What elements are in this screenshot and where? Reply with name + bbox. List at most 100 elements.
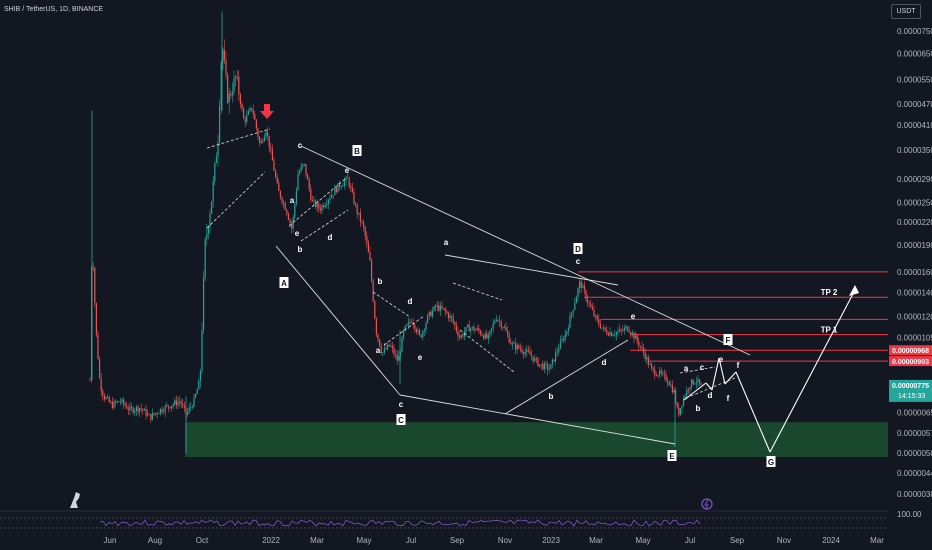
projection-path[interactable] xyxy=(769,289,856,453)
candle-body xyxy=(526,349,528,352)
candle-body xyxy=(694,383,696,385)
candle-body xyxy=(191,406,193,408)
dashed-line[interactable] xyxy=(459,329,515,373)
candle-body xyxy=(244,118,246,122)
candle-body xyxy=(214,163,216,181)
candle-body xyxy=(603,327,605,329)
candle-body xyxy=(166,405,168,407)
wave-label-box[interactable] xyxy=(723,334,733,345)
dashed-line[interactable] xyxy=(383,315,425,346)
y-tick-label: 0.00000570 xyxy=(897,429,932,438)
lower-trendline-b[interactable] xyxy=(399,394,676,445)
wave-label-box[interactable] xyxy=(279,277,289,288)
candle-body xyxy=(395,354,397,356)
candle-body xyxy=(647,357,649,365)
candle-body xyxy=(583,285,585,291)
candle-body xyxy=(475,329,477,331)
wave-label-box[interactable] xyxy=(352,145,362,156)
candle-body xyxy=(502,327,504,329)
red-down-arrow-icon xyxy=(260,104,274,119)
candle-body xyxy=(92,267,94,269)
triangle-top-line[interactable] xyxy=(444,254,619,286)
wave-label-box[interactable] xyxy=(396,414,406,425)
candle-body xyxy=(113,401,115,409)
price-badge[interactable] xyxy=(889,356,932,367)
dashed-line[interactable] xyxy=(288,178,346,227)
candle-body xyxy=(167,405,169,408)
candle-body xyxy=(206,233,208,240)
dashed-line[interactable] xyxy=(300,209,349,242)
y-tick-label: 0.00001400 xyxy=(897,289,932,298)
candle-body xyxy=(383,348,385,353)
candle-body xyxy=(246,114,248,122)
lightning-icon[interactable] xyxy=(701,498,713,510)
candle-body xyxy=(115,401,117,403)
candle-body xyxy=(260,141,262,144)
dashed-line[interactable] xyxy=(206,171,266,229)
y-tick-label: 0.00005500 xyxy=(897,75,932,84)
candle-body xyxy=(556,351,558,353)
candle-body xyxy=(212,180,214,202)
candle-body xyxy=(374,301,376,319)
sub-wave-label-f: f xyxy=(737,361,740,370)
candle-body xyxy=(171,405,173,409)
currency-unit-badge[interactable]: USDT xyxy=(891,4,921,19)
dashed-line[interactable] xyxy=(452,282,503,301)
projection-path[interactable] xyxy=(711,357,720,391)
dashed-line[interactable] xyxy=(206,128,271,149)
indicator-level-label: 100.00 xyxy=(897,510,922,519)
projection-path[interactable] xyxy=(724,371,737,385)
candle-body xyxy=(372,280,374,302)
upper-trendline[interactable] xyxy=(300,145,751,356)
candle-body xyxy=(126,405,128,409)
candle-body xyxy=(239,94,241,104)
candle-body xyxy=(667,380,669,383)
indicator-line[interactable] xyxy=(99,519,701,527)
candle-body xyxy=(337,183,339,193)
sub-wave-label-b: b xyxy=(696,404,701,413)
candle-body xyxy=(137,406,139,412)
candle-body xyxy=(524,351,526,355)
projection-path[interactable] xyxy=(718,357,726,385)
candle-body xyxy=(515,343,517,350)
candle-body xyxy=(302,164,304,167)
candle-body xyxy=(398,355,400,361)
candle-body xyxy=(428,311,430,316)
candle-body xyxy=(692,379,694,385)
dashed-line[interactable] xyxy=(372,291,411,318)
candle-body xyxy=(484,333,486,339)
x-tick-label: Sep xyxy=(730,536,745,545)
candle-body xyxy=(286,209,288,214)
candle-body xyxy=(503,327,505,329)
rising-trendline[interactable] xyxy=(504,339,629,415)
price-badge[interactable] xyxy=(889,345,932,356)
projection-path[interactable] xyxy=(683,382,707,401)
candle-body xyxy=(695,382,697,384)
x-tick-label: 2023 xyxy=(542,536,560,545)
sub-wave-label-e: e xyxy=(631,312,636,321)
projection-path[interactable] xyxy=(735,371,771,453)
projection-path[interactable] xyxy=(705,382,713,391)
candle-body xyxy=(454,322,456,326)
x-tick-label: 2024 xyxy=(822,536,840,545)
candle-body xyxy=(215,156,217,164)
x-tick-label: Oct xyxy=(196,536,209,545)
candle-body xyxy=(425,322,427,330)
candle-body xyxy=(633,332,635,339)
price-badge[interactable] xyxy=(889,379,932,402)
candle-body xyxy=(151,413,153,420)
candle-body xyxy=(148,413,150,415)
y-tick-label: 0.00001200 xyxy=(897,313,932,322)
lower-trendline-a[interactable] xyxy=(275,245,401,396)
wave-label-box[interactable] xyxy=(766,456,776,467)
candle-body xyxy=(311,199,313,202)
candle-body xyxy=(219,105,221,143)
take-profit-label: TP 1 xyxy=(821,326,838,335)
wave-label-box[interactable] xyxy=(667,450,677,461)
y-tick-label: 0.00002500 xyxy=(897,198,932,207)
x-tick-label: Sep xyxy=(450,536,465,545)
sub-wave-label-b: b xyxy=(298,245,303,254)
dashed-line[interactable] xyxy=(679,366,716,374)
wave-label-box[interactable] xyxy=(573,243,583,254)
